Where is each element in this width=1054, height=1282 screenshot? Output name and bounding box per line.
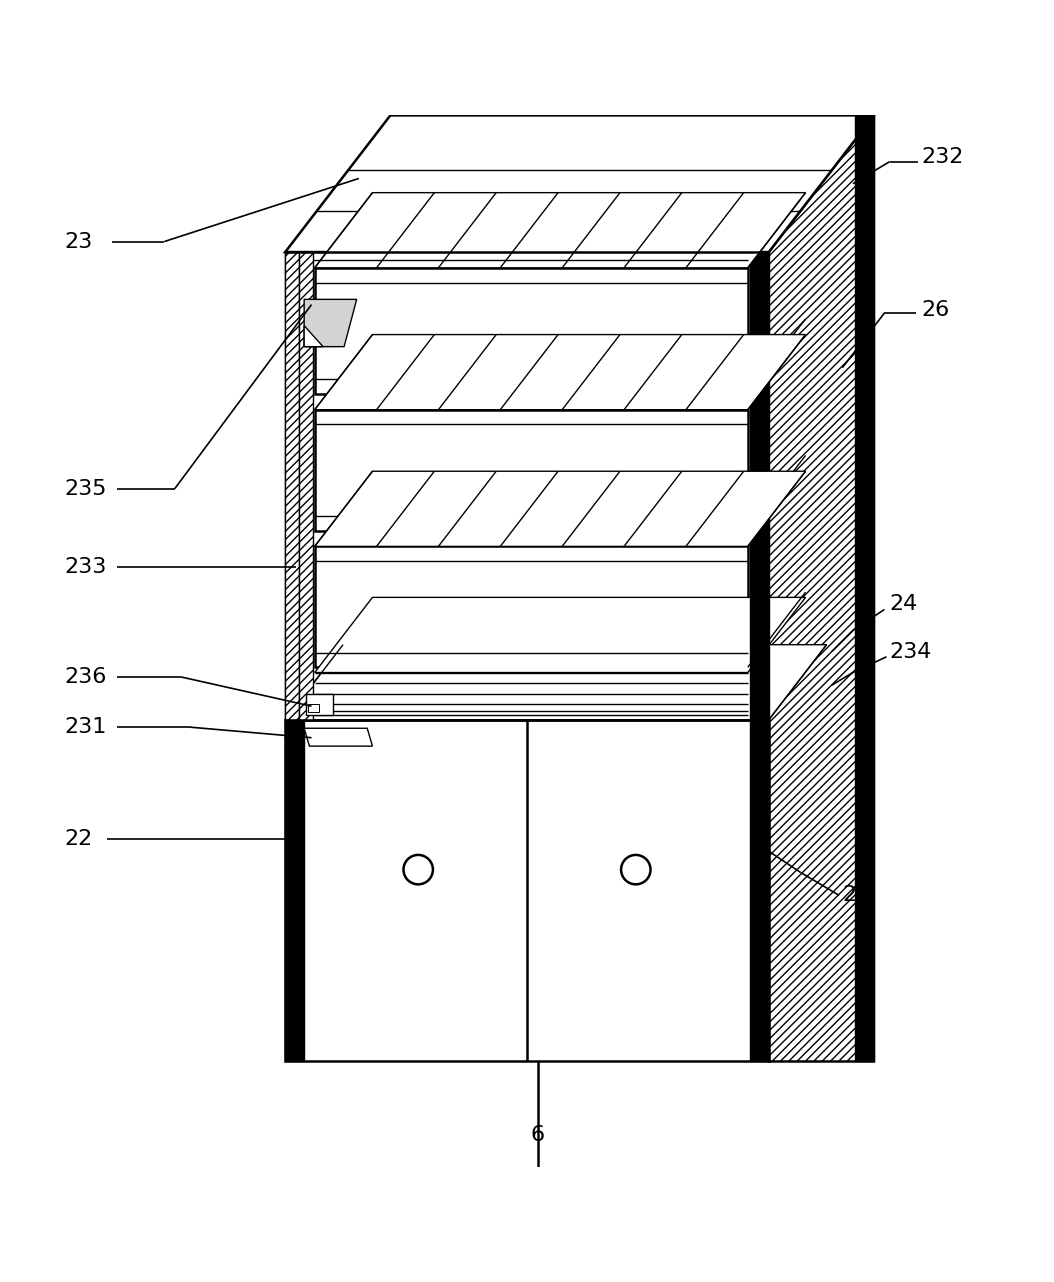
Text: 235: 235 xyxy=(64,478,106,499)
Text: 23: 23 xyxy=(64,232,93,251)
Polygon shape xyxy=(315,335,805,410)
Polygon shape xyxy=(286,719,768,1061)
Text: 26: 26 xyxy=(921,300,950,320)
Polygon shape xyxy=(749,253,768,1061)
Polygon shape xyxy=(855,115,874,1061)
Polygon shape xyxy=(309,704,319,713)
Text: 231: 231 xyxy=(64,717,106,737)
Polygon shape xyxy=(315,410,747,531)
Polygon shape xyxy=(299,253,313,719)
Polygon shape xyxy=(305,326,324,346)
Text: 21: 21 xyxy=(842,886,871,905)
Polygon shape xyxy=(286,253,305,1061)
Polygon shape xyxy=(315,472,805,546)
Text: 233: 233 xyxy=(64,558,106,577)
Text: 236: 236 xyxy=(64,667,106,687)
Polygon shape xyxy=(305,300,356,346)
Text: 24: 24 xyxy=(890,595,918,614)
Polygon shape xyxy=(315,597,805,673)
Polygon shape xyxy=(305,728,372,746)
Polygon shape xyxy=(307,694,332,714)
Polygon shape xyxy=(768,115,874,1061)
Text: 22: 22 xyxy=(64,828,93,849)
Polygon shape xyxy=(286,645,826,719)
Text: 6: 6 xyxy=(530,1126,545,1145)
Polygon shape xyxy=(315,546,747,667)
Text: 232: 232 xyxy=(921,147,963,168)
Polygon shape xyxy=(286,253,299,719)
Polygon shape xyxy=(315,268,747,394)
Polygon shape xyxy=(315,192,805,268)
Text: 234: 234 xyxy=(890,641,932,662)
Polygon shape xyxy=(286,115,874,253)
